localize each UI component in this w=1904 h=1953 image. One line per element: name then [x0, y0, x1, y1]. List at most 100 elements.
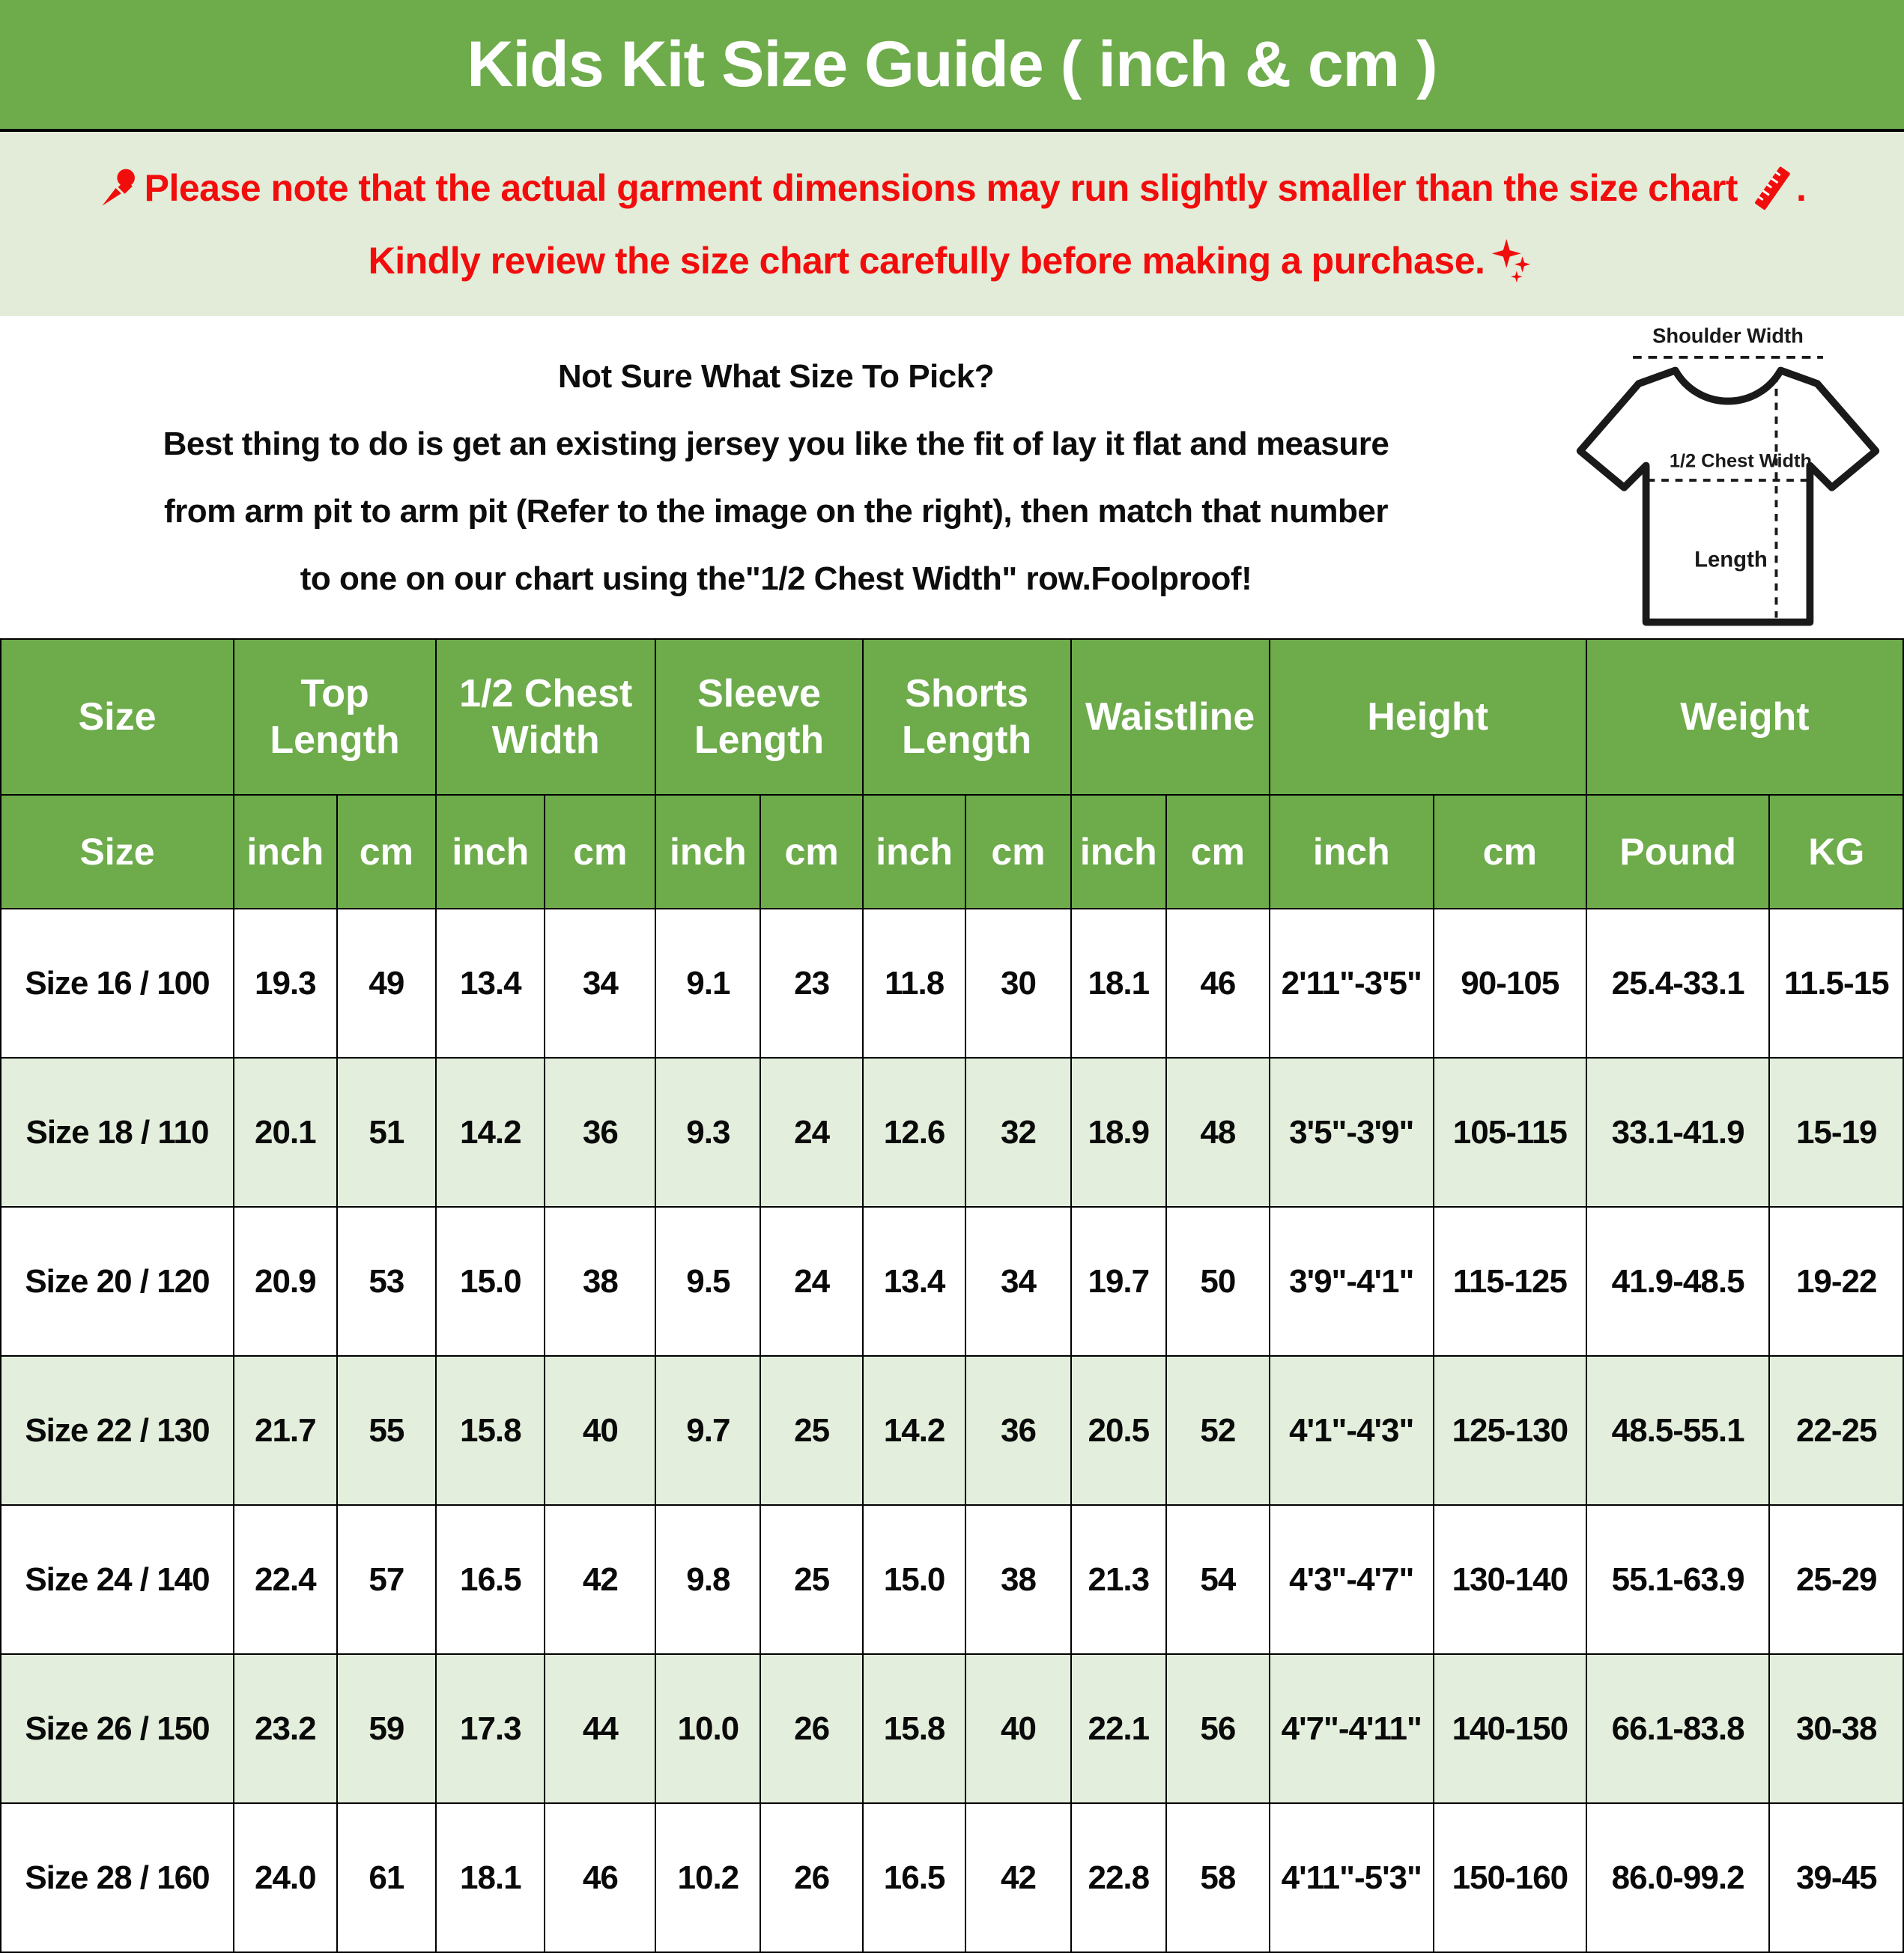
size-cell: Size 26 / 150: [0, 1653, 234, 1804]
info-line-2: from arm pit to arm pit (Refer to the im…: [163, 493, 1389, 530]
value-cell: 42: [965, 1802, 1072, 1953]
value-cell: 30-38: [1768, 1653, 1904, 1804]
column-group: Sleeve Length: [655, 638, 864, 796]
value-cell: 23.2: [232, 1653, 338, 1804]
value-cell: 4'3"-4'7": [1268, 1504, 1434, 1655]
value-cell: 25.4-33.1: [1585, 908, 1771, 1059]
value-cell: 40: [544, 1355, 657, 1506]
table-group-row: Size Top Length 1/2 Chest Width Sleeve Leng…: [0, 638, 1904, 796]
value-cell: 51: [336, 1057, 437, 1208]
value-cell: 105-115: [1432, 1057, 1587, 1208]
info-line-3: to one on our chart using the"1/2 Chest …: [300, 560, 1252, 597]
size-cell: Size 20 / 120: [0, 1206, 234, 1357]
notice-line-1: Please note that the actual garment dime…: [98, 164, 1807, 212]
value-cell: 14.2: [861, 1355, 967, 1506]
value-cell: 16.5: [435, 1504, 546, 1655]
value-cell: 13.4: [435, 908, 546, 1059]
value-cell: 9.7: [655, 1355, 762, 1506]
value-cell: 48.5-55.1: [1585, 1355, 1771, 1506]
value-cell: 3'5"-3'9": [1268, 1057, 1434, 1208]
notice-line-2-text: Kindly review the size chart carefully b…: [368, 240, 1485, 282]
ruler-icon: [1754, 166, 1790, 210]
size-cell: Size 28 / 160: [0, 1802, 234, 1953]
value-cell: 2'11"-3'5": [1268, 908, 1434, 1059]
value-cell: 9.5: [655, 1206, 762, 1357]
value-cell: 20.5: [1070, 1355, 1168, 1506]
table-header: Size Top Length 1/2 Chest Width Sleeve Leng…: [0, 638, 1904, 909]
value-cell: 20.1: [232, 1057, 338, 1208]
value-cell: 15.8: [435, 1355, 546, 1506]
value-cell: 90-105: [1432, 908, 1587, 1059]
value-cell: 40: [965, 1653, 1072, 1804]
value-cell: 57: [336, 1504, 437, 1655]
size-cell: Size 22 / 130: [0, 1355, 234, 1506]
column-subheader: Size: [0, 794, 234, 909]
value-cell: 10.0: [655, 1653, 762, 1804]
value-cell: 15-19: [1768, 1057, 1904, 1208]
value-cell: 9.3: [655, 1057, 762, 1208]
value-cell: 22.8: [1070, 1802, 1168, 1953]
shoulder-width-label: Shoulder Width: [1652, 324, 1804, 347]
value-cell: 22.1: [1070, 1653, 1168, 1804]
table-row: Size 20 / 120 20.9 53 15.0 38 9.5 24 13.4 34 19.7…: [0, 1206, 1904, 1357]
chest-width-label: 1/2 Chest Width: [1670, 450, 1812, 471]
page-title: Kids Kit Size Guide ( inch & cm ): [467, 28, 1437, 100]
column-subheader: inch: [1268, 794, 1434, 909]
value-cell: 140-150: [1432, 1653, 1587, 1804]
value-cell: 86.0-99.2: [1585, 1802, 1771, 1953]
value-cell: 41.9-48.5: [1585, 1206, 1771, 1357]
value-cell: 3'9"-4'1": [1268, 1206, 1434, 1357]
value-cell: 125-130: [1432, 1355, 1587, 1506]
value-cell: 12.6: [861, 1057, 967, 1208]
column-subheader: cm: [336, 794, 437, 909]
pushpin-icon: [102, 169, 135, 206]
value-cell: 24.0: [232, 1802, 338, 1953]
value-cell: 22.4: [232, 1504, 338, 1655]
value-cell: 22-25: [1768, 1355, 1904, 1506]
value-cell: 42: [544, 1504, 657, 1655]
column-subheader: cm: [965, 794, 1072, 909]
column-group: Top Length: [232, 638, 437, 796]
value-cell: 18.9: [1070, 1057, 1168, 1208]
value-cell: 53: [336, 1206, 437, 1357]
value-cell: 32: [965, 1057, 1072, 1208]
sparkles-icon: [1492, 238, 1531, 283]
column-group: Height: [1268, 638, 1587, 796]
length-label: Length: [1694, 547, 1768, 572]
value-cell: 54: [1165, 1504, 1270, 1655]
value-cell: 55: [336, 1355, 437, 1506]
value-cell: 20.9: [232, 1206, 338, 1357]
value-cell: 9.1: [655, 908, 762, 1059]
value-cell: 34: [544, 908, 657, 1059]
size-table: Size Top Length 1/2 Chest Width Sleeve Leng…: [0, 638, 1904, 1953]
value-cell: 19.7: [1070, 1206, 1168, 1357]
tshirt-measurement-icon: Shoulder Width 1/2 Chest Width Length: [1576, 324, 1880, 626]
title-bar: Kids Kit Size Guide ( inch & cm ): [0, 0, 1904, 132]
column-group: 1/2 Chest Width: [435, 638, 657, 796]
value-cell: 26: [760, 1802, 864, 1953]
value-cell: 18.1: [435, 1802, 546, 1953]
size-cell: Size 24 / 140: [0, 1504, 234, 1655]
value-cell: 38: [544, 1206, 657, 1357]
notice-line-2: Kindly review the size chart carefully b…: [369, 237, 1536, 284]
value-cell: 49: [336, 908, 437, 1059]
column-group: Size: [0, 638, 234, 796]
column-group: Weight: [1585, 638, 1904, 796]
value-cell: 44: [544, 1653, 657, 1804]
value-cell: 15.0: [435, 1206, 546, 1357]
value-cell: 4'7"-4'11": [1268, 1653, 1434, 1804]
value-cell: 66.1-83.8: [1585, 1653, 1771, 1804]
size-cell: Size 16 / 100: [0, 908, 234, 1059]
value-cell: 9.8: [655, 1504, 762, 1655]
table-row: Size 24 / 140 22.4 57 16.5 42 9.8 25 15.0 38 21.3…: [0, 1504, 1904, 1655]
value-cell: 61: [336, 1802, 437, 1953]
table-subheader-row: Size inch cm inch cm inch cm inch cm inch cm inch cm…: [0, 794, 1904, 909]
value-cell: 4'11"-5'3": [1268, 1802, 1434, 1953]
notice-line-1-suffix: .: [1795, 167, 1807, 209]
value-cell: 30: [965, 908, 1072, 1059]
notice-banner: Please note that the actual garment dime…: [0, 132, 1904, 316]
value-cell: 25-29: [1768, 1504, 1904, 1655]
info-heading: Not Sure What Size To Pick?: [557, 358, 995, 395]
value-cell: 19-22: [1768, 1206, 1904, 1357]
column-subheader: inch: [655, 794, 762, 909]
